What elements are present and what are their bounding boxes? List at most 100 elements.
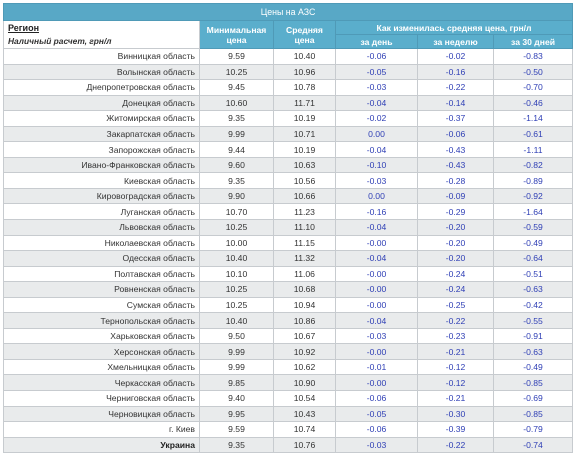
table-row: Днепропетровская область 9.45 10.78 -0.03 -0… xyxy=(3,79,574,96)
min-price-cell: 10.70 xyxy=(199,203,274,221)
day-change-cell: -0.06 xyxy=(335,390,418,407)
avg-price-cell: 11.15 xyxy=(273,234,336,252)
avg-price-cell: 10.86 xyxy=(273,312,336,329)
avg-price-cell: 10.90 xyxy=(273,374,336,392)
month-change-cell: -0.91 xyxy=(492,327,574,345)
week-change-cell: -0.21 xyxy=(417,390,494,407)
day-change-cell: -0.01 xyxy=(335,358,418,376)
day-change-cell: -0.00 xyxy=(335,374,418,392)
day-change-cell: 0.00 xyxy=(335,187,418,205)
region-header-note: Наличный расчет, грн/л xyxy=(8,36,112,46)
month-change-cell: -1.11 xyxy=(492,141,574,158)
min-price-cell: 9.44 xyxy=(199,141,274,158)
month-change-cell: -1.64 xyxy=(492,203,574,221)
min-price-cell: 9.50 xyxy=(199,327,274,345)
avg-price-header-line2: цена xyxy=(294,34,315,45)
region-cell: Житомирская область xyxy=(3,110,200,127)
month-change-cell: -0.85 xyxy=(492,374,574,392)
min-price-cell: 9.59 xyxy=(199,421,274,438)
avg-price-cell: 10.78 xyxy=(273,79,336,96)
region-cell: Волынская область xyxy=(3,63,200,81)
week-change-cell: -0.16 xyxy=(417,63,494,81)
min-price-cell: 10.00 xyxy=(199,234,274,252)
avg-price-header-line1: Средняя xyxy=(286,24,323,35)
region-cell: Хмельницкая область xyxy=(3,358,200,376)
week-change-cell: -0.24 xyxy=(417,265,494,283)
region-header-link[interactable]: Регион xyxy=(8,23,39,33)
week-change-cell: -0.02 xyxy=(417,48,494,65)
min-price-header-line1: Минимальная xyxy=(206,24,267,35)
month-change-cell: -0.70 xyxy=(492,79,574,96)
avg-price-cell: 11.06 xyxy=(273,265,336,283)
region-cell: Ровненская область xyxy=(3,281,200,298)
region-cell: Ивано-Франковская область xyxy=(3,156,200,174)
region-cell: Львовская область xyxy=(3,219,200,236)
avg-price-header[interactable]: Средняя цена xyxy=(273,20,336,49)
avg-price-cell: 10.43 xyxy=(273,405,336,423)
region-cell: Черновицкая область xyxy=(3,405,200,423)
avg-price-cell: 10.40 xyxy=(273,48,336,65)
week-change-cell: -0.14 xyxy=(417,94,494,112)
week-change-cell: -0.22 xyxy=(417,312,494,329)
avg-price-cell: 11.32 xyxy=(273,250,336,267)
week-change-cell: -0.23 xyxy=(417,327,494,345)
avg-price-cell: 10.94 xyxy=(273,296,336,314)
region-cell: г. Киев xyxy=(3,421,200,438)
month-change-cell: -0.51 xyxy=(492,265,574,283)
day-change-cell: -0.00 xyxy=(335,281,418,298)
min-price-cell: 9.45 xyxy=(199,79,274,96)
month-change-cell: -0.64 xyxy=(492,250,574,267)
month-change-cell: -0.63 xyxy=(492,343,574,360)
week-change-cell: -0.20 xyxy=(417,250,494,267)
month-change-cell: -0.42 xyxy=(492,296,574,314)
change-header: Как изменилась средняя цена, грн/л xyxy=(334,20,574,35)
week-change-cell: -0.43 xyxy=(417,141,494,158)
region-cell: Кировоградская область xyxy=(3,187,200,205)
min-price-cell: 9.35 xyxy=(199,110,274,127)
week-change-cell: -0.28 xyxy=(417,172,494,189)
table-row: Винницкая область 9.59 10.40 -0.06 -0.02 -0.8… xyxy=(3,48,574,65)
day-change-cell: -0.16 xyxy=(335,203,418,221)
month-change-cell: -0.50 xyxy=(492,63,574,81)
week-change-cell: -0.22 xyxy=(417,436,494,454)
day-change-cell: -0.04 xyxy=(335,141,418,158)
per-30-days-header[interactable]: за 30 дней xyxy=(492,34,574,49)
region-cell: Винницкая область xyxy=(3,48,200,65)
region-cell: Харьковская область xyxy=(3,327,200,345)
table-row: Хмельницкая область 9.99 10.62 -0.01 -0.12 -0… xyxy=(3,358,574,376)
day-change-cell: -0.10 xyxy=(335,156,418,174)
month-change-cell: -0.85 xyxy=(492,405,574,423)
month-change-cell: -0.46 xyxy=(492,94,574,112)
table-row: Волынская область 10.25 10.96 -0.05 -0.16 -0.… xyxy=(3,63,574,81)
day-change-cell: -0.06 xyxy=(335,421,418,438)
week-change-cell: -0.22 xyxy=(417,79,494,96)
region-cell: Киевская область xyxy=(3,172,200,189)
table-row: Киевская область 9.35 10.56 -0.03 -0.28 -0.89 xyxy=(3,172,574,189)
per-day-header[interactable]: за день xyxy=(335,34,418,49)
min-price-cell: 10.25 xyxy=(199,296,274,314)
week-change-cell: -0.25 xyxy=(417,296,494,314)
avg-price-cell: 11.23 xyxy=(273,203,336,221)
week-change-cell: -0.29 xyxy=(417,203,494,221)
table-row: Закарпатская область 9.99 10.71 0.00 -0.06 -0… xyxy=(3,125,574,143)
avg-price-cell: 10.74 xyxy=(273,421,336,438)
week-change-cell: -0.06 xyxy=(417,125,494,143)
min-price-cell: 10.25 xyxy=(199,63,274,81)
day-change-cell: 0.00 xyxy=(335,125,418,143)
table-row: Луганская область 10.70 11.23 -0.16 -0.29 -1.… xyxy=(3,203,574,221)
week-change-cell: -0.21 xyxy=(417,343,494,360)
fuel-price-table: Цены на АЗС Регион Наличный расчет, грн/… xyxy=(2,3,574,454)
month-change-cell: -0.92 xyxy=(492,187,574,205)
month-change-cell: -0.55 xyxy=(492,312,574,329)
min-price-header[interactable]: Минимальная цена xyxy=(199,20,274,49)
avg-price-cell: 11.10 xyxy=(273,219,336,236)
min-price-header-line2: цена xyxy=(226,34,247,45)
avg-price-cell: 11.71 xyxy=(273,94,336,112)
table-row: Черновицкая область 9.95 10.43 -0.05 -0.30 -0… xyxy=(3,405,574,423)
table-row: Полтавская область 10.10 11.06 -0.00 -0.24 -0… xyxy=(3,265,574,283)
table-row: Житомирская область 9.35 10.19 -0.02 -0.37 -1… xyxy=(3,110,574,127)
day-change-cell: -0.00 xyxy=(335,234,418,252)
per-week-header[interactable]: за неделю xyxy=(417,34,494,49)
region-cell: Черниговская область xyxy=(3,390,200,407)
table-row: Одесская область 10.40 11.32 -0.04 -0.20 -0.6… xyxy=(3,250,574,267)
